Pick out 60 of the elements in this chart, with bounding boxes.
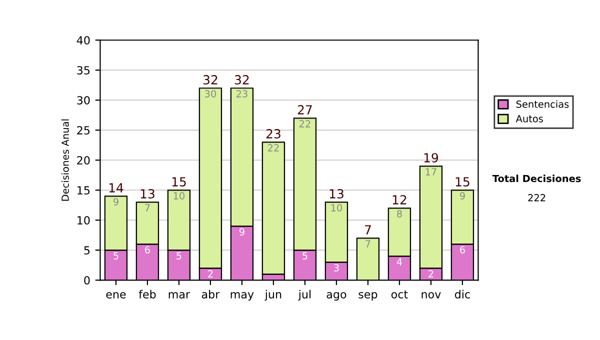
data-label: 9	[113, 198, 118, 206]
total-label: 27	[298, 105, 312, 114]
total-label: 13	[140, 189, 154, 199]
x-tick-label: ene	[106, 292, 126, 298]
total-label: 14	[109, 183, 124, 192]
x-tick-label: feb	[138, 290, 156, 298]
y-tick-label: 15	[78, 186, 90, 195]
data-label: 2	[428, 270, 434, 278]
x-tick-label: may	[230, 292, 254, 301]
y-tick-label: 0	[84, 276, 90, 285]
x-tick-label: abr	[202, 290, 220, 298]
data-label: 5	[176, 252, 182, 260]
data-label: 6	[460, 246, 465, 254]
x-tick-label: jul	[298, 290, 311, 301]
x-tick-label: ago	[326, 292, 346, 301]
x-tick-label: nov	[422, 292, 441, 298]
y-tick-label: 5	[84, 246, 90, 255]
total-label: 19	[424, 153, 438, 163]
y-tick-label: 30	[77, 96, 90, 105]
text: Total Decisiones	[492, 174, 581, 182]
y-tick-label: 35	[77, 66, 90, 75]
total-label: 32	[234, 75, 249, 85]
legend-label: Sentencias	[516, 100, 569, 108]
data-label: 9	[239, 228, 244, 236]
total-label: 32	[203, 75, 218, 85]
data-label: 22	[268, 144, 279, 152]
total-label: 15	[456, 177, 470, 187]
data-label: 10	[331, 204, 342, 212]
legend-label: Autos	[516, 115, 543, 122]
data-label: 5	[302, 252, 308, 260]
x-tick-label: sep	[358, 292, 378, 301]
data-label: 8	[397, 210, 402, 218]
y-tick-label: 40	[76, 36, 90, 44]
data-label: 5	[114, 252, 118, 260]
data-label: 4	[396, 258, 402, 266]
data-label: 30	[205, 90, 216, 98]
total-label: 7	[365, 225, 371, 234]
y-tick-label: 20	[77, 156, 90, 165]
data-label: 22	[299, 120, 310, 128]
data-label: 17	[426, 168, 436, 176]
text: 222	[528, 194, 546, 202]
y-tick-label: 25	[77, 126, 90, 135]
x-tick-label: oct	[391, 290, 408, 298]
x-tick-label: dic	[454, 290, 470, 298]
data-label: 7	[366, 240, 370, 248]
total-label: 12	[392, 195, 406, 204]
x-tick-label: mar	[168, 292, 190, 298]
data-label: 7	[145, 204, 150, 212]
data-label: 6	[145, 246, 150, 254]
data-label: 10	[174, 192, 184, 200]
data-label: 3	[334, 264, 339, 272]
data-label: 2	[208, 270, 213, 278]
x-tick-label: jun	[264, 290, 282, 301]
y-tick-label: 10	[78, 216, 90, 225]
y-axis-title: Decisiones Anual	[61, 119, 69, 201]
total-label: 23	[266, 129, 280, 139]
data-label: 23	[236, 90, 248, 98]
total-label: 15	[172, 177, 186, 187]
data-label: 9	[460, 192, 465, 200]
total-label: 13	[330, 189, 344, 199]
